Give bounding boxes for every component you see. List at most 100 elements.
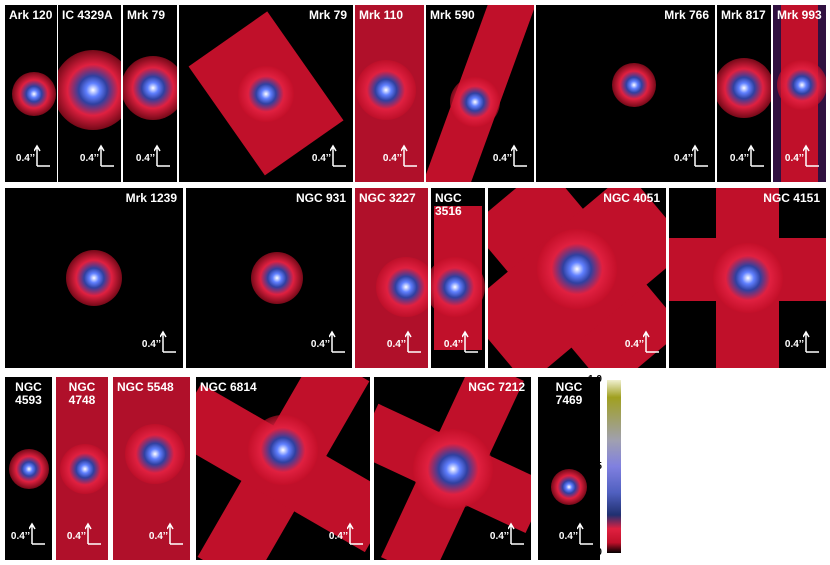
scale-arrow: [511, 144, 527, 167]
galaxy-nucleus: [412, 428, 493, 509]
panel-label: NGC 4593: [15, 380, 42, 407]
galaxy-nucleus: [11, 71, 56, 116]
scale-arrow: [85, 522, 101, 545]
image-panel: Mrk 110 0.4’’: [355, 5, 424, 182]
scale-bar-label: 0.4’’: [624, 339, 644, 350]
scale-arrow: [160, 330, 176, 353]
panel-label: NGC 4151: [763, 191, 820, 205]
image-panel: Mrk 79 0.4’’: [123, 5, 177, 182]
scale-bar-label: 0.4’’: [328, 531, 348, 542]
image-panel: Mrk 79 0.4’’: [179, 5, 353, 182]
image-panel: NGC 3227 0.4’’: [355, 188, 428, 368]
image-panel: Mrk 590 0.4’’: [426, 5, 534, 182]
scale-bar-label: 0.4’’: [729, 153, 749, 164]
scale-arrow: [405, 330, 421, 353]
scale-bar-label: 0.4’’: [673, 153, 693, 164]
scale-bar-label: 0.4’’: [10, 531, 30, 542]
scale-bar-label: 0.4’’: [310, 339, 330, 350]
panel-label: Mrk 817: [721, 8, 766, 22]
colorbar-tick-label: 0.5: [588, 460, 602, 472]
galaxy-nucleus: [612, 62, 657, 107]
scale-arrow: [34, 144, 50, 167]
panel-label: NGC 5548: [117, 380, 174, 394]
galaxy-nucleus: [717, 58, 771, 119]
scale-bar-label: 0.4’’: [784, 339, 804, 350]
scale-bar-label: 0.4’’: [784, 153, 804, 164]
colorbar-tick-label: 0.0: [588, 547, 602, 558]
scale-arrow: [29, 522, 45, 545]
scale-arrow: [748, 144, 764, 167]
scale-arrow: [347, 522, 363, 545]
panel-label: NGC 931: [295, 191, 346, 205]
panel-label: NGC 7469: [555, 380, 583, 407]
galaxy-nucleus: [66, 250, 122, 306]
scale-arrow: [577, 522, 593, 545]
scale-bar-label: 0.4’’: [558, 531, 578, 542]
image-panel: Mrk 766 0.4’’: [536, 5, 715, 182]
image-panel: Mrk 1239 0.4’’: [5, 188, 183, 368]
scale-arrow: [462, 330, 478, 353]
scale-bar-label: 0.4’’: [382, 153, 402, 164]
galaxy-nucleus: [551, 468, 587, 505]
panel-label: NGC 4748: [68, 380, 96, 407]
galaxy-nucleus: [537, 229, 617, 309]
scale-bar-label: 0.4’’: [148, 531, 168, 542]
scale-arrow: [508, 522, 524, 545]
galaxy-nucleus: [125, 423, 186, 484]
image-panel: NGC 4748 0.4’’: [56, 377, 108, 560]
galaxy-nucleus: [58, 49, 121, 130]
panel-label: Mrk 590: [430, 8, 475, 22]
panel-label: Mrk 1239: [125, 191, 177, 205]
scale-bar-label: 0.4’’: [141, 339, 161, 350]
colorbar: [607, 380, 621, 553]
scale-bar-label: 0.4’’: [443, 339, 463, 350]
scale-arrow: [98, 144, 114, 167]
galaxy-nucleus: [712, 243, 783, 313]
panel-label: IC 4329A: [62, 8, 113, 22]
scale-bar-label: 0.4’’: [489, 531, 509, 542]
galaxy-nucleus: [376, 257, 428, 317]
image-panel: IC 4329A 0.4’’: [58, 5, 121, 182]
panel-label: NGC 6814: [200, 380, 257, 394]
image-panel: Mrk 817 0.4’’: [717, 5, 771, 182]
panel-label: Mrk 79: [127, 8, 166, 22]
scale-arrow: [692, 144, 708, 167]
scale-arrow: [803, 330, 819, 353]
panel-label: NGC 7212: [468, 380, 525, 394]
panel-label: Mrk 993: [777, 8, 822, 22]
scale-arrow: [329, 330, 345, 353]
image-panel: NGC 3516 0.4’’: [431, 188, 485, 368]
galaxy-nucleus: [238, 65, 294, 122]
galaxy-nucleus: [8, 448, 49, 489]
galaxy-nucleus: [59, 443, 108, 494]
scale-arrow: [330, 144, 346, 167]
panel-label: Ark 120: [9, 8, 53, 22]
galaxy-nucleus: [431, 257, 485, 317]
scale-arrow: [401, 144, 417, 167]
image-panel: NGC 6814 0.4’’: [196, 377, 370, 560]
scale-bar-label: 0.4’’: [15, 153, 35, 164]
image-panel: Mrk 993 0.4’’: [773, 5, 826, 182]
galaxy-nucleus: [449, 77, 500, 128]
colorbar-tick-label: 1.0: [588, 374, 602, 385]
panel-label: NGC 3516: [435, 191, 462, 218]
galaxy-nucleus: [248, 415, 318, 486]
scale-bar-label: 0.4’’: [135, 153, 155, 164]
scale-arrow: [167, 522, 183, 545]
scale-arrow: [803, 144, 819, 167]
galaxy-nucleus: [251, 252, 304, 304]
panel-label: Mrk 110: [359, 8, 404, 22]
image-panel: NGC 4151 0.4’’: [669, 188, 826, 368]
galaxy-nucleus: [356, 59, 417, 120]
scale-bar-label: 0.4’’: [386, 339, 406, 350]
panel-label: Mrk 766: [664, 8, 709, 22]
galaxy-nucleus: [777, 59, 826, 110]
scale-bar-label: 0.4’’: [66, 531, 86, 542]
image-panel: NGC 5548 0.4’’: [113, 377, 190, 560]
image-panel: NGC 4593 0.4’’: [5, 377, 52, 560]
scale-arrow: [643, 330, 659, 353]
panel-label: NGC 4051: [603, 191, 660, 205]
scale-bar-label: 0.4’’: [311, 153, 331, 164]
scale-bar-label: 0.4’’: [79, 153, 99, 164]
